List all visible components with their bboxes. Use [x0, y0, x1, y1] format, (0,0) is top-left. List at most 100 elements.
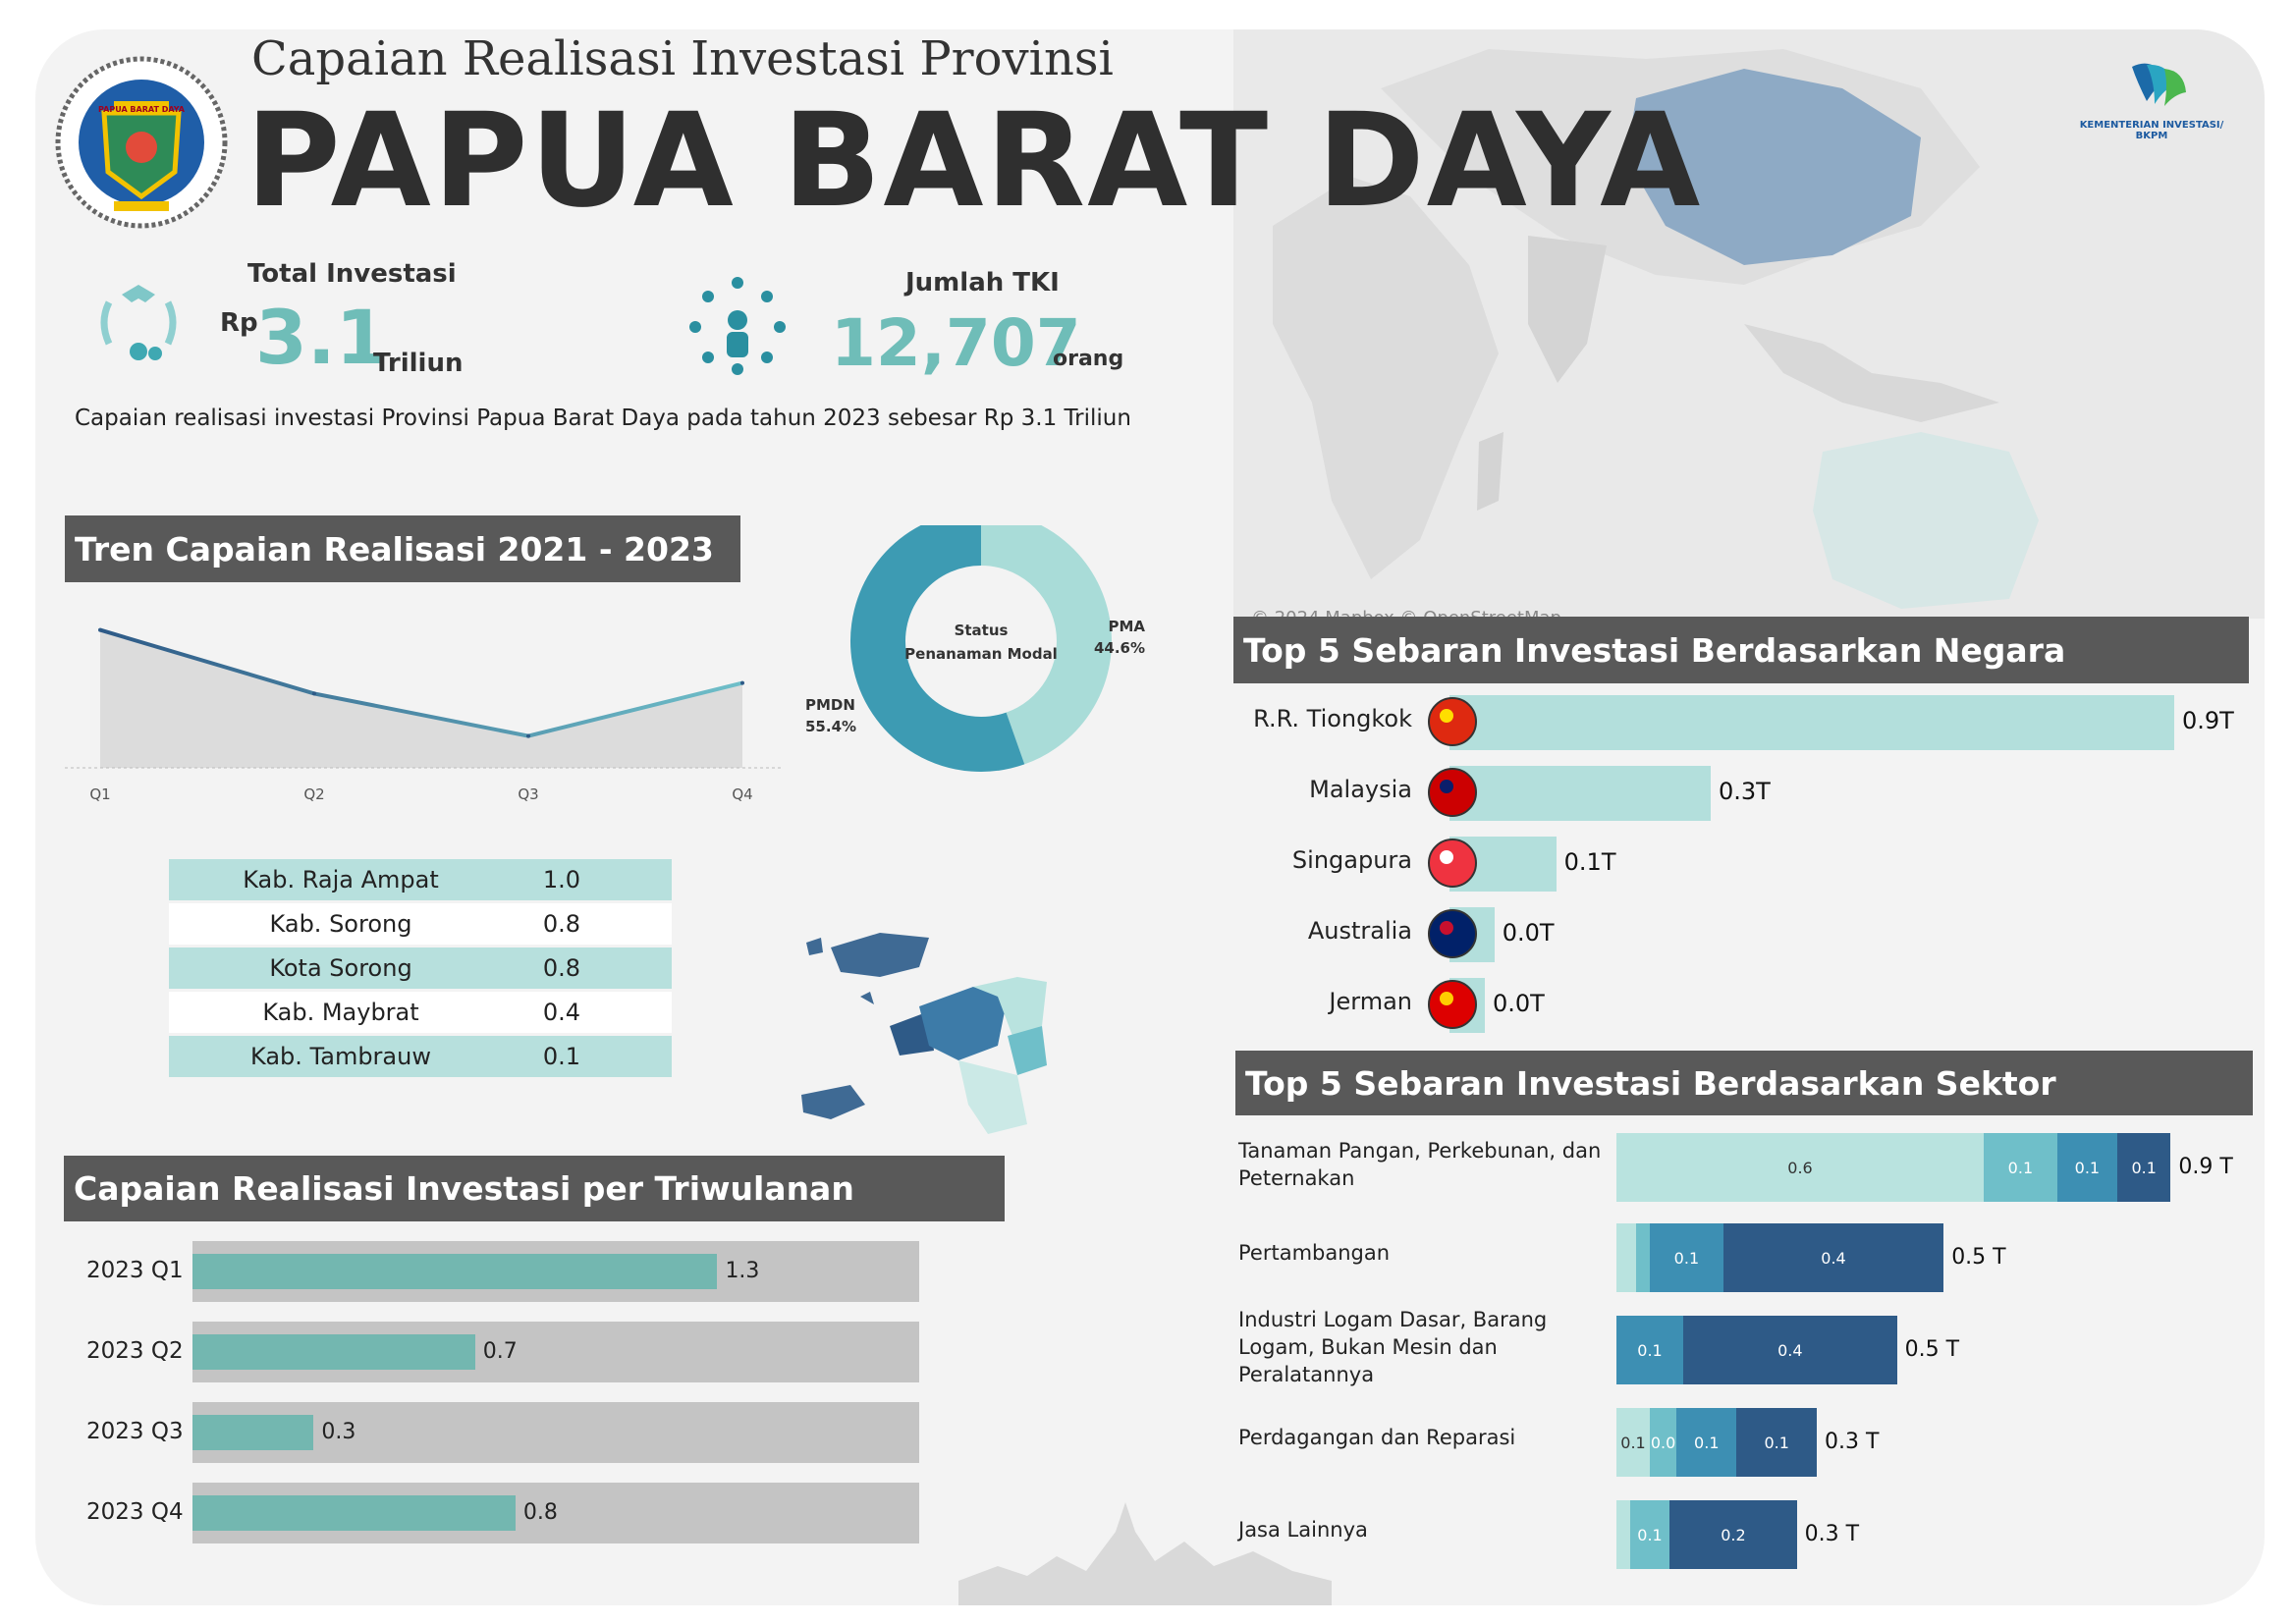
map-region-raja-ampat [831, 933, 929, 977]
trend-x-tick-4: Q4 [732, 785, 752, 803]
regency-name: Kota Sorong [269, 954, 412, 982]
country-value-4: 0.0T [1502, 919, 1555, 947]
world-map[interactable]: © 2024 Mapbox © OpenStreetMap [1233, 29, 2265, 619]
country-value-3: 0.1T [1563, 848, 1616, 876]
sector-segment-1-4: 0.1 [2117, 1133, 2171, 1202]
seal-text: PAPUA BARAT DAYA [98, 105, 186, 114]
regency-value: 0.8 [542, 954, 581, 982]
country-label-2: Malaysia [1309, 776, 1412, 803]
trend-section-header: Tren Capaian Realisasi 2021 - 2023 [65, 515, 740, 582]
page-title: PAPUA BARAT DAYA [246, 85, 1703, 237]
total-investment-value: 3.1 [255, 294, 388, 381]
trend-area-chart[interactable]: Q1 Q2 Q3 Q4 [65, 589, 782, 835]
sector-total-2: 0.5 T [1951, 1245, 2006, 1270]
trend-point-1 [98, 627, 102, 632]
trend-point-3 [526, 733, 530, 738]
province-seal-logo: PAPUA BARAT DAYA [55, 56, 228, 229]
quarter-value-4: 0.8 [522, 1500, 558, 1525]
country-flag-icon-1 [1428, 697, 1477, 746]
sector-total-3: 0.5 T [1904, 1337, 1960, 1362]
quarter-label-3: 2023 Q3 [86, 1419, 184, 1444]
donut-center-label-1: Status [955, 622, 1009, 639]
quarter-bar-2 [192, 1334, 475, 1370]
sector-segment-4-4: 0.1 [1736, 1408, 1817, 1477]
sector-segment-2-1 [1616, 1223, 1637, 1292]
page-subtitle: Capaian Realisasi Investasi Provinsi [251, 31, 1114, 86]
country-value-5: 0.0T [1493, 990, 1545, 1017]
map-land-india [1528, 236, 1607, 383]
sector-label-4: Perdagangan dan Reparasi [1238, 1426, 1516, 1449]
map-region-maybrat [1008, 1026, 1047, 1075]
donut-label-pmdn: PMDN [805, 696, 855, 714]
donut-slice-pma [980, 525, 1112, 765]
total-investment-label: Total Investasi [247, 259, 457, 289]
summary-text: Capaian realisasi investasi Provinsi Pap… [75, 406, 1131, 431]
quarter-bar-track-3 [192, 1402, 919, 1463]
quarter-label-2: 2023 Q2 [86, 1338, 184, 1364]
sector-segment-2-4: 0.4 [1722, 1223, 1944, 1292]
country-flag-emblem [1440, 709, 1453, 723]
regency-row-4: Kab. Maybrat 0.4 [169, 992, 672, 1033]
country-flag-emblem [1440, 921, 1453, 935]
sector-total-4: 0.3 T [1825, 1430, 1880, 1454]
map-land-africa [1273, 177, 1499, 579]
tki-label: Jumlah TKI [905, 268, 1060, 298]
map-region-raja-ampat-islets [806, 938, 874, 1004]
country-flag-emblem [1440, 780, 1453, 793]
trend-area-fill [100, 629, 742, 768]
province-mini-map[interactable] [772, 889, 1096, 1144]
sector-segment-5-3: 0.2 [1669, 1500, 1797, 1569]
sector-segment-5-2: 0.1 [1629, 1500, 1670, 1569]
sector-label-2: Pertambangan [1238, 1241, 1391, 1265]
sector-segment-3-2: 0.4 [1683, 1316, 1897, 1384]
donut-value-pmdn: 55.4% [805, 718, 856, 735]
map-land-australia [1813, 432, 2039, 609]
capital-status-donut[interactable]: Status Penanaman Modal PMA 44.6% PMDN 55.4% [801, 525, 1165, 781]
trend-x-tick-3: Q3 [518, 785, 538, 803]
sector-segment-2-3: 0.1 [1650, 1223, 1723, 1292]
quarter-value-2: 0.7 [482, 1339, 518, 1364]
regency-name: Kab. Sorong [269, 910, 412, 938]
country-value-2: 0.3T [1719, 778, 1771, 805]
trend-x-tick-1: Q1 [89, 785, 110, 803]
tki-unit: orang [1053, 347, 1124, 371]
total-investment-prefix: Rp [220, 308, 258, 338]
trend-line [99, 627, 743, 738]
regency-value: 1.0 [542, 866, 581, 893]
sector-segment-4-2: 0.0 [1650, 1408, 1677, 1477]
trend-point-2 [312, 691, 316, 696]
country-label-3: Singapura [1291, 846, 1412, 874]
country-label-4: Australia [1307, 917, 1412, 945]
total-investment-unit: Triliun [373, 349, 464, 378]
sector-segment-4-1: 0.1 [1616, 1408, 1650, 1477]
regency-row-3: Kota Sorong 0.8 [169, 947, 672, 989]
country-flag-emblem [1440, 992, 1453, 1005]
sector-segment-5-1 [1616, 1500, 1630, 1569]
map-region-sorong [919, 987, 1008, 1060]
quarter-value-1: 1.3 [725, 1259, 760, 1283]
country-label-5: Jerman [1329, 988, 1412, 1015]
quarter-value-3: 0.3 [321, 1420, 356, 1444]
regency-value: 0.4 [542, 999, 581, 1026]
sector-segment-1-2: 0.1 [1984, 1133, 2057, 1202]
country-flag-emblem [1440, 850, 1453, 864]
sector-segment-1-1: 0.6 [1616, 1133, 1984, 1202]
regency-value: 0.1 [542, 1043, 581, 1070]
quarter-bar-4 [192, 1495, 516, 1531]
sector-label-5: Jasa Lainnya [1238, 1518, 1368, 1542]
ministry-logo: KEMENTERIAN INVESTASI/ BKPM [2078, 57, 2225, 155]
map-region-misool [801, 1085, 865, 1119]
country-section-header: Top 5 Sebaran Investasi Berdasarkan Nega… [1233, 617, 2249, 683]
map-region-tambrauw [973, 977, 1047, 1036]
dashboard-card: © 2024 Mapbox © OpenStreetMap PAPUA BARA… [35, 29, 2265, 1605]
map-land-sea-islands [1744, 324, 1999, 422]
workforce-people-icon [689, 277, 786, 375]
sector-section-header: Top 5 Sebaran Investasi Berdasarkan Sekt… [1235, 1051, 2253, 1115]
quarter-label-4: 2023 Q4 [86, 1499, 184, 1525]
map-copyright: © 2024 Mapbox © OpenStreetMap [1251, 608, 1561, 619]
sector-label-1: Tanaman Pangan, Perkebunan, dan Peternak… [1238, 1139, 1602, 1190]
donut-label-pma: PMA [1108, 618, 1145, 635]
map-land-madagascar [1477, 432, 1503, 511]
quarter-label-1: 2023 Q1 [86, 1258, 184, 1283]
